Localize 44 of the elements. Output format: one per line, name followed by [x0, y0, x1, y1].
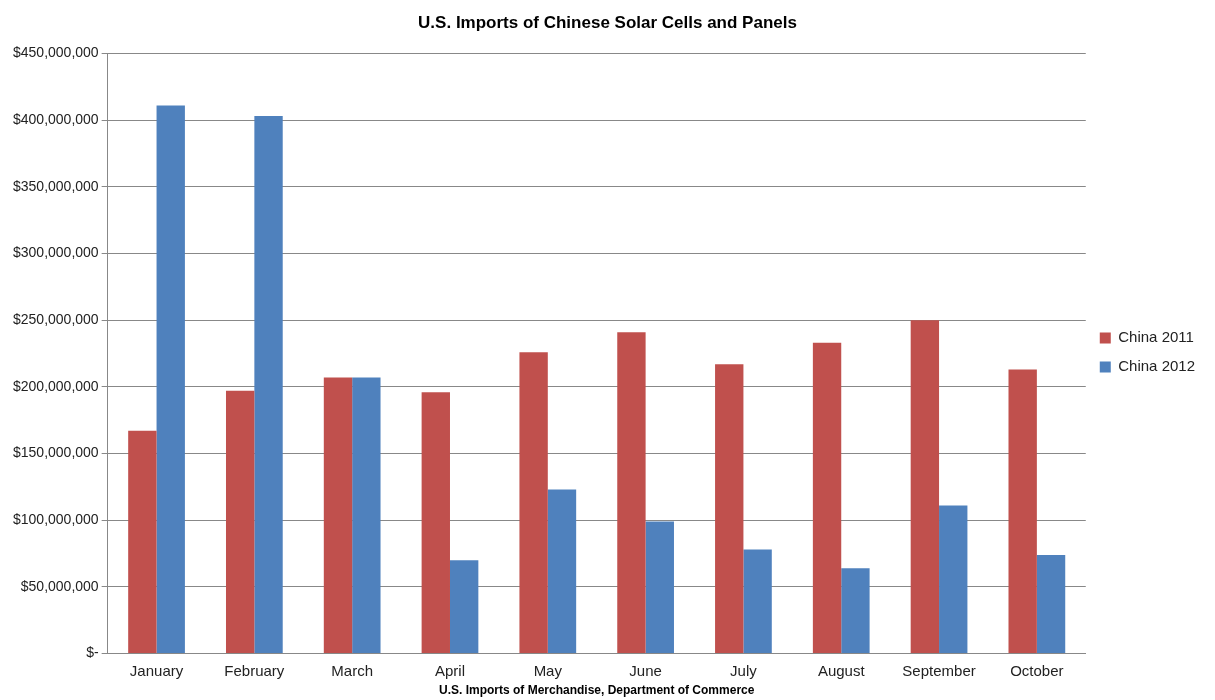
x-tick-label: June: [629, 661, 662, 679]
y-tick-label: $50,000,000: [20, 577, 99, 594]
x-tick-label: October: [1010, 661, 1064, 679]
y-tick-label: $250,000,000: [13, 311, 99, 328]
chart-title: U.S. Imports of Chinese Solar Cells and Panels: [418, 12, 797, 32]
bar: [715, 364, 744, 654]
y-tick-label: $150,000,000: [13, 444, 99, 461]
bar: [519, 352, 548, 654]
x-tick-label: January: [129, 661, 184, 679]
bar: [547, 489, 577, 654]
y-tick-label: $350,000,000: [13, 177, 99, 194]
bar: [1008, 369, 1037, 654]
x-tick-label: February: [224, 661, 285, 679]
bar: [421, 392, 450, 654]
bar: [352, 377, 381, 654]
x-tick-label: April: [434, 661, 465, 679]
y-tick-label: $400,000,000: [13, 110, 99, 127]
bar: [323, 377, 353, 654]
bar: [910, 320, 940, 654]
bar: [1036, 554, 1066, 654]
y-tick-label: $450,000,000: [13, 44, 99, 61]
bar: [254, 116, 283, 654]
legend-label: China 2011: [1118, 328, 1194, 346]
bar: [939, 505, 968, 654]
x-tick-label: May: [533, 661, 563, 679]
x-tick-label: September: [902, 661, 976, 679]
y-tick-label: $-: [86, 644, 99, 661]
bar: [841, 568, 870, 654]
bar: [617, 332, 646, 654]
bar: [743, 549, 772, 654]
bar: [225, 390, 255, 654]
y-tick-label: $200,000,000: [13, 377, 99, 394]
x-tick-label: August: [817, 661, 866, 679]
bar: [128, 430, 157, 654]
bar: [812, 342, 842, 654]
bar: [449, 560, 479, 654]
x-tick-label: July: [730, 661, 758, 679]
y-tick-label: $100,000,000: [13, 511, 99, 528]
x-tick-label: March: [331, 661, 374, 679]
x-axis-title: U.S. Imports of Merchandise, Department of Commerce: [439, 683, 755, 698]
bar: [156, 105, 185, 654]
y-tick-label: $300,000,000: [13, 244, 99, 261]
bar: [645, 521, 674, 654]
legend-label: China 2012: [1118, 357, 1196, 375]
